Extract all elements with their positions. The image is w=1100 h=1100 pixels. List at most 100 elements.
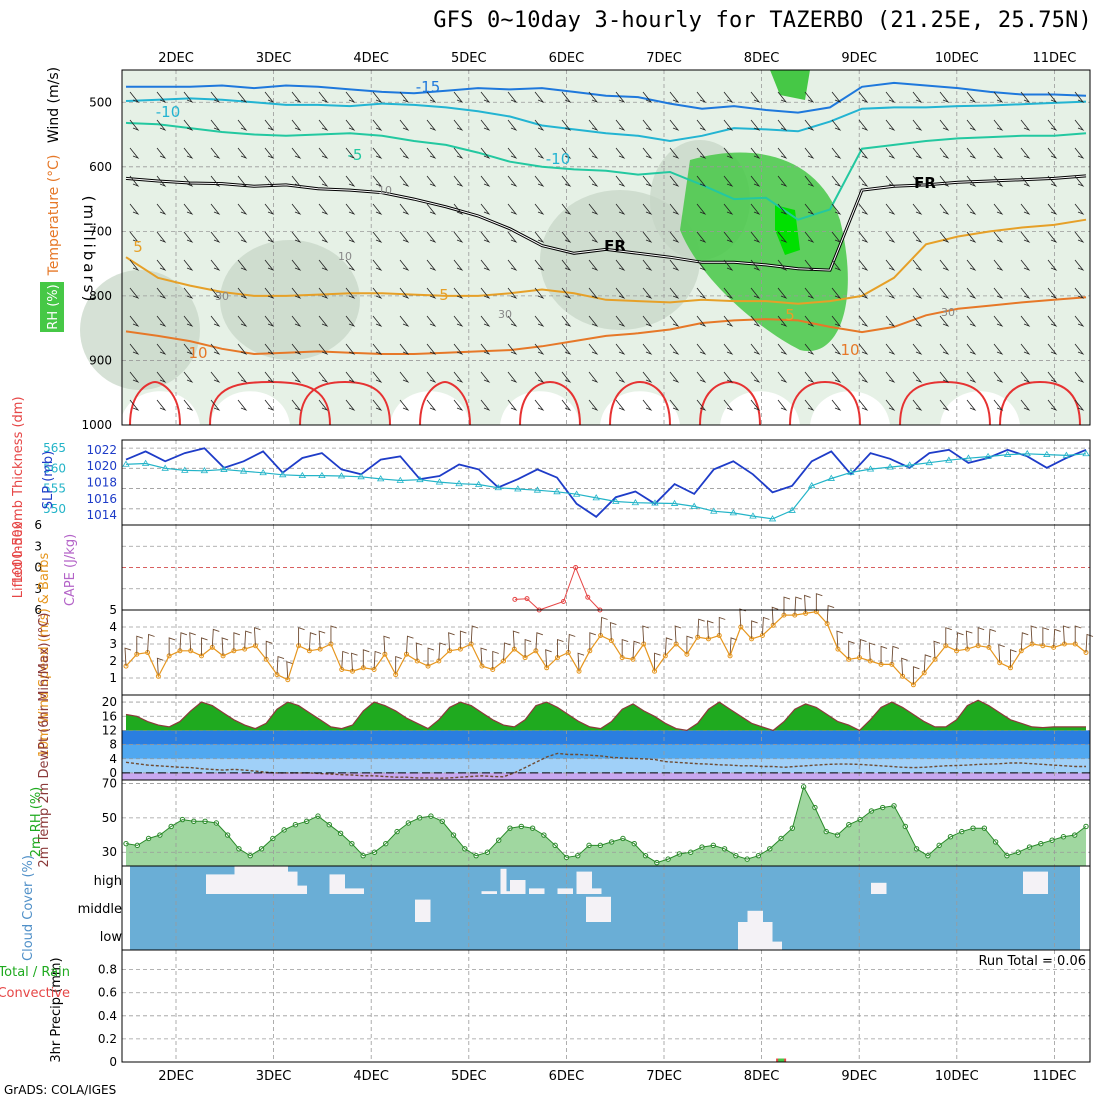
cloud-middle-patch bbox=[586, 896, 611, 922]
contour-label: 10 bbox=[188, 344, 207, 362]
temp-tick-label: 20 bbox=[102, 695, 117, 709]
isotherm-15 bbox=[899, 380, 991, 426]
upper-wind-barb bbox=[885, 371, 896, 383]
surface-wind-barb bbox=[351, 652, 358, 672]
upper-wind-barb bbox=[399, 203, 410, 215]
contour-label: 10 bbox=[840, 341, 859, 359]
upper-wind-barb bbox=[561, 91, 572, 103]
upper-wind-barb bbox=[318, 315, 329, 327]
upper-wind-barb bbox=[1074, 119, 1085, 131]
upper-wind-barb bbox=[993, 259, 1004, 271]
cloud-high-patch bbox=[206, 874, 241, 894]
upper-wind-barb bbox=[804, 371, 815, 383]
upper-wind-barb bbox=[858, 287, 869, 299]
surface-wind-barb bbox=[1053, 628, 1061, 648]
upper-wind-barb bbox=[1047, 231, 1058, 243]
surface-wind-barb bbox=[492, 650, 499, 670]
upper-wind-barb bbox=[1047, 371, 1058, 383]
upper-wind-barb bbox=[1074, 147, 1085, 159]
upper-wind-barb bbox=[858, 231, 869, 243]
upper-wind-barb bbox=[561, 231, 572, 243]
surface-wind-barb bbox=[383, 635, 391, 655]
isotherm-15 bbox=[609, 380, 671, 426]
surface-wind-barb bbox=[211, 628, 220, 648]
upper-wind-barb bbox=[1047, 91, 1058, 103]
upper-wind-barb bbox=[345, 147, 356, 159]
upper-wind-barb bbox=[507, 119, 518, 131]
surface-wind-barb bbox=[427, 647, 435, 667]
upper-wind-barb bbox=[480, 147, 491, 159]
upper-wind-barb bbox=[156, 315, 167, 327]
upper-wind-barb bbox=[480, 315, 491, 327]
upper-wind-barb bbox=[858, 371, 869, 383]
upper-wind-barb bbox=[696, 259, 707, 271]
rh-high-area bbox=[680, 152, 848, 352]
upper-wind-barb bbox=[291, 371, 302, 383]
upper-wind-barb bbox=[210, 399, 221, 411]
upper-wind-barb bbox=[1047, 203, 1058, 215]
upper-wind-barb bbox=[966, 175, 977, 187]
upper-wind-barb bbox=[345, 231, 356, 243]
precip-axis-title: 3hr Precip (mm) bbox=[49, 957, 64, 1062]
upper-wind-barb bbox=[615, 175, 626, 187]
surface-wind-barb bbox=[771, 606, 779, 626]
chart-title: GFS 0~10day 3-hourly for TAZERBO (21.25E… bbox=[433, 8, 1092, 33]
upper-wind-barb bbox=[1020, 259, 1031, 271]
upper-wind-barb bbox=[237, 343, 248, 355]
upper-wind-barb bbox=[939, 175, 950, 187]
upper-wind-barb bbox=[453, 175, 464, 187]
upper-wind-barb bbox=[912, 91, 923, 103]
upper-wind-barb bbox=[264, 231, 275, 243]
upper-wind-barb bbox=[561, 175, 572, 187]
upper-wind-barb bbox=[885, 91, 896, 103]
surface-wind-barb bbox=[739, 608, 746, 628]
upper-wind-barb bbox=[588, 287, 599, 299]
upper-wind-barb bbox=[534, 231, 545, 243]
temp-band bbox=[122, 758, 1090, 773]
upper-wind-barb bbox=[750, 259, 761, 271]
upper-wind-barb bbox=[858, 315, 869, 327]
upper-wind-barb bbox=[750, 287, 761, 299]
upper-wind-barb bbox=[399, 147, 410, 159]
upper-wind-barb bbox=[723, 399, 734, 411]
surface-wind-barb bbox=[330, 625, 338, 644]
pressure-tick-label: 800 bbox=[89, 289, 112, 303]
surface-wind-barb bbox=[686, 635, 694, 655]
upper-wind-barb bbox=[264, 91, 275, 103]
upper-wind-barb bbox=[966, 119, 977, 131]
wind-speed-line bbox=[125, 611, 1087, 686]
upper-wind-barb bbox=[777, 231, 788, 243]
upper-wind-barb bbox=[156, 147, 167, 159]
contour-label: 5 bbox=[785, 306, 795, 324]
upper-wind-barb bbox=[723, 287, 734, 299]
upper-wind-barb bbox=[939, 203, 950, 215]
upper-wind-barb bbox=[210, 315, 221, 327]
upper-wind-barb bbox=[534, 119, 545, 131]
upper-wind-barb bbox=[534, 371, 545, 383]
upper-wind-barb bbox=[615, 119, 626, 131]
surface-wind-barb bbox=[697, 618, 705, 638]
upper-wind-barb bbox=[723, 231, 734, 243]
upper-wind-barb bbox=[1020, 91, 1031, 103]
upper-wind-barb bbox=[588, 175, 599, 187]
upper-wind-barb bbox=[291, 203, 302, 215]
upper-wind-barb bbox=[318, 259, 329, 271]
upper-wind-barb bbox=[723, 175, 734, 187]
precip-tick-label: 0 bbox=[109, 1055, 117, 1069]
upper-wind-barb bbox=[372, 315, 383, 327]
isotherm-15 bbox=[209, 380, 331, 426]
upper-wind-barb bbox=[507, 231, 518, 243]
upper-wind-barb bbox=[399, 259, 410, 271]
slp-tick-label: 1020 bbox=[86, 459, 117, 473]
upper-wind-barb bbox=[1074, 175, 1085, 187]
surface-wind-barb bbox=[642, 625, 649, 645]
temperature-axis-title: Temperature (°C) bbox=[46, 155, 62, 277]
upper-wind-barb bbox=[237, 399, 248, 411]
upper-wind-barb bbox=[1020, 371, 1031, 383]
precip-tick-label: 0.8 bbox=[98, 963, 117, 977]
surface-wind-barb bbox=[815, 593, 823, 612]
upper-wind-barb bbox=[372, 203, 383, 215]
upper-wind-barb bbox=[966, 287, 977, 299]
upper-wind-barb bbox=[291, 91, 302, 103]
